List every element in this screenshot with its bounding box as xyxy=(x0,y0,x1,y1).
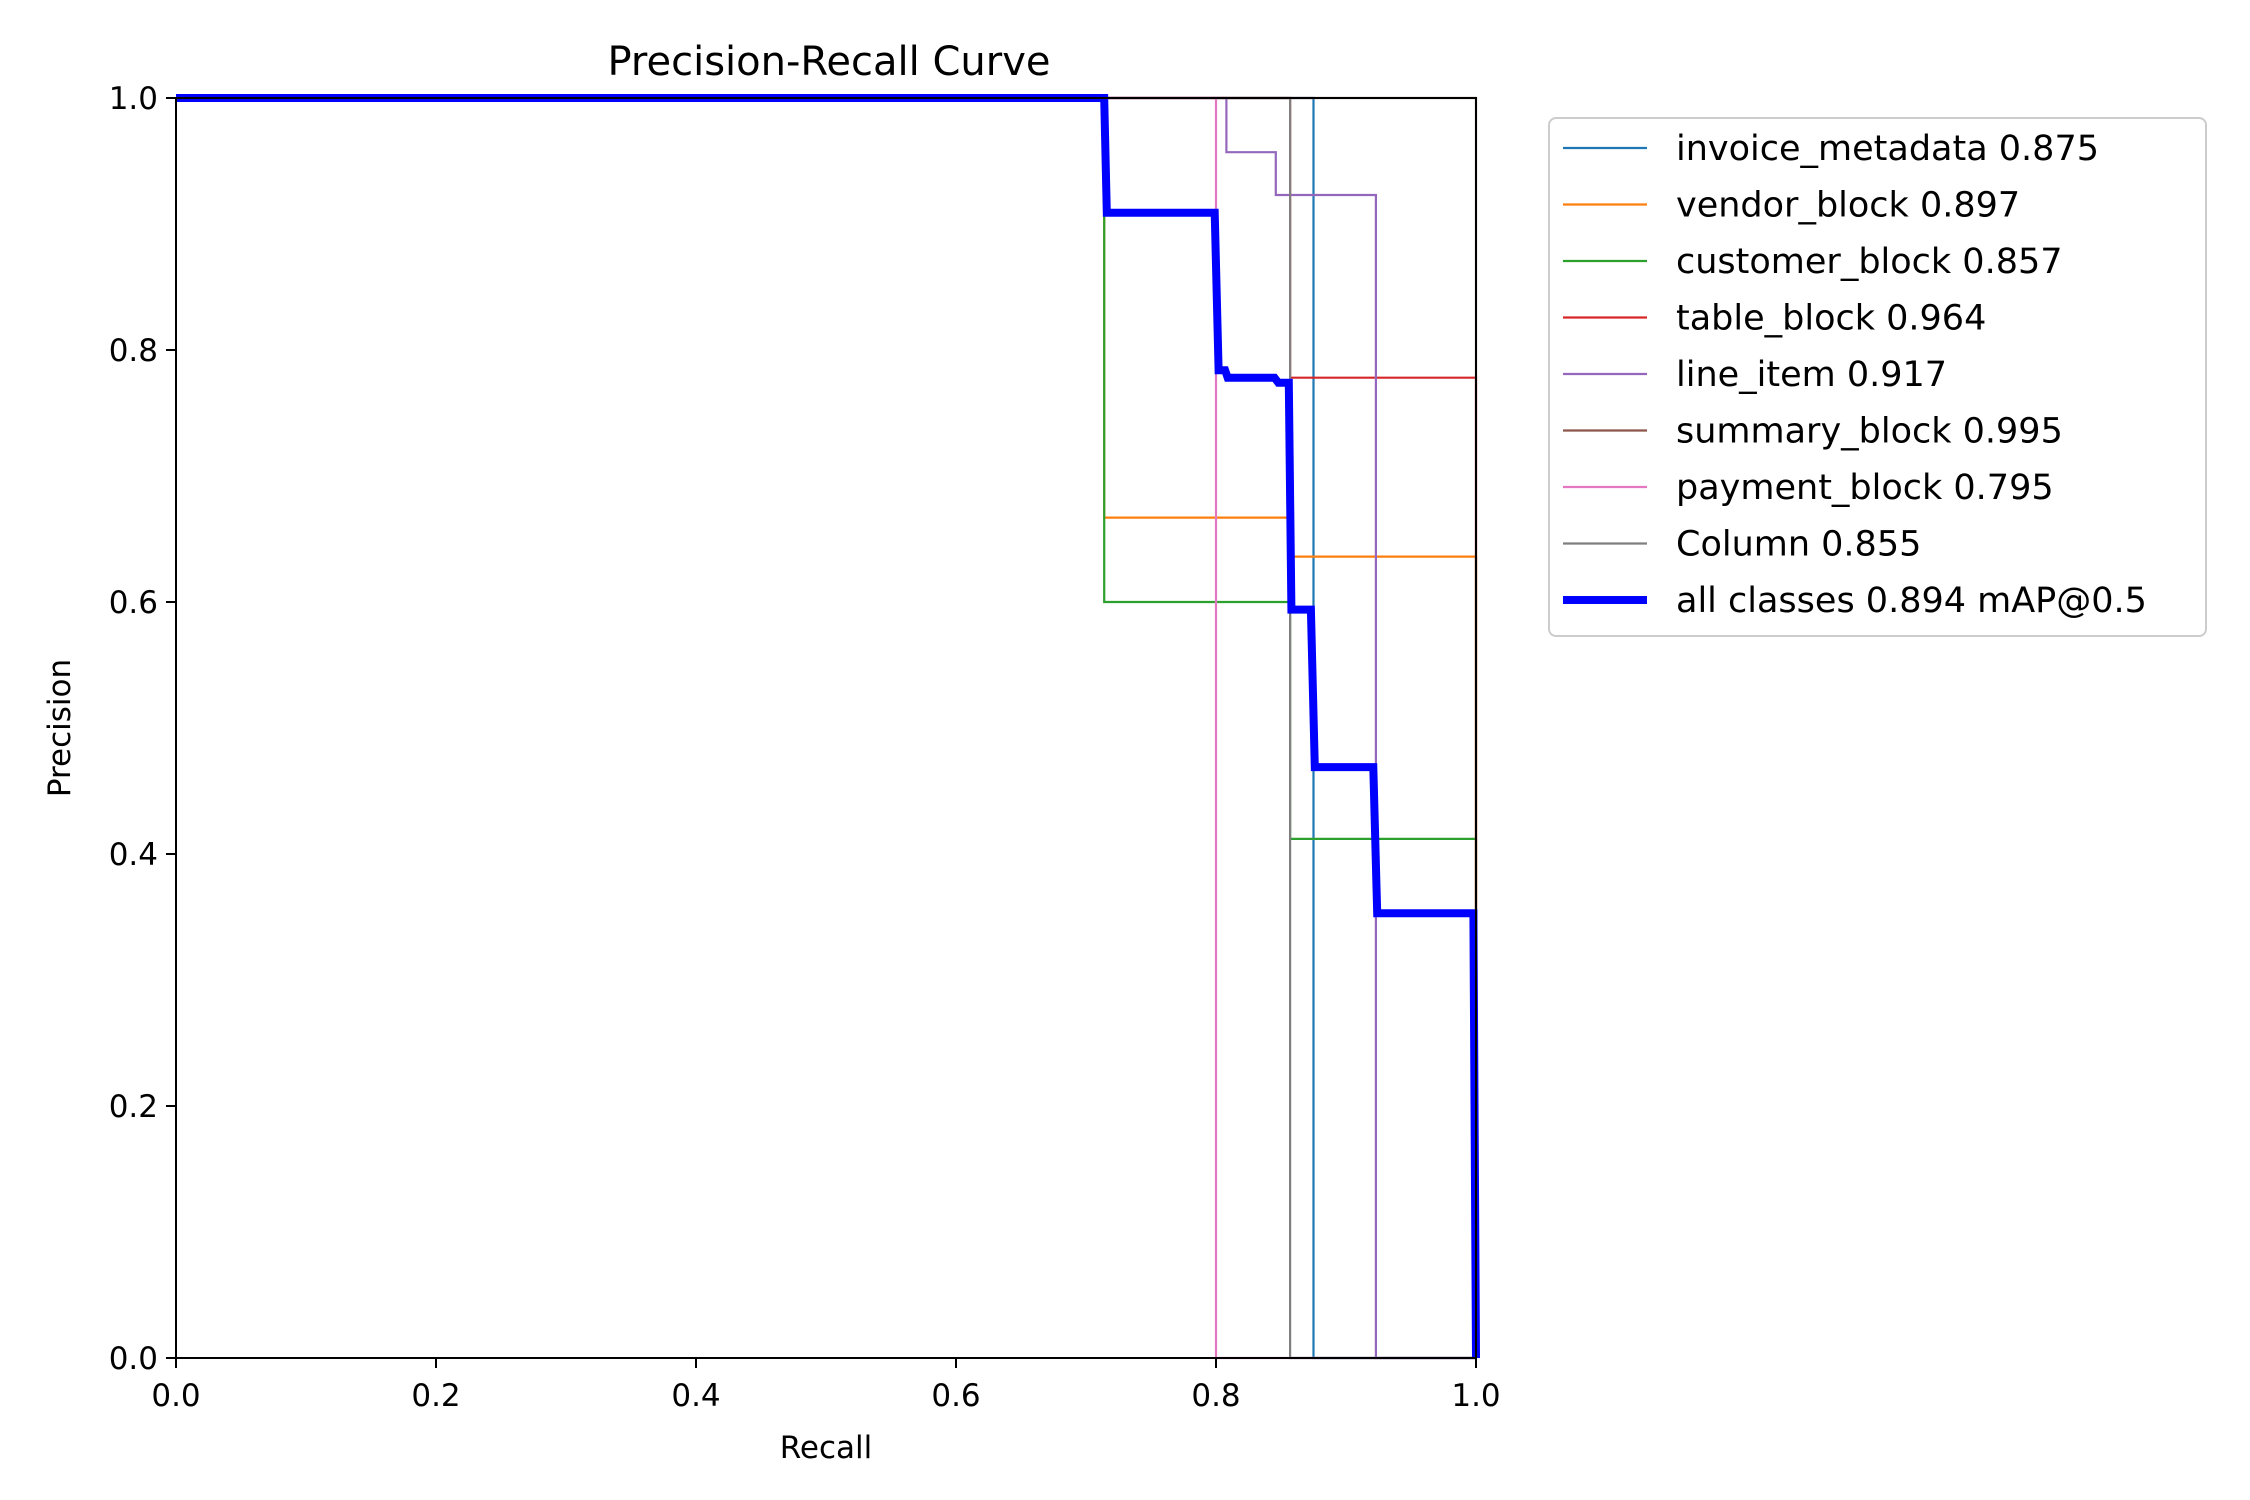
y-axis-label: Precision xyxy=(42,659,78,797)
series-line-invoice-metadata xyxy=(176,96,1476,1360)
y-axis: 0.0 0.2 0.4 0.6 0.8 1.0 xyxy=(109,81,176,1377)
legend-label: payment_block 0.795 xyxy=(1676,468,2054,508)
legend-label: summary_block 0.995 xyxy=(1676,412,2063,452)
chart-title: Precision-Recall Curve xyxy=(608,39,1051,85)
x-axis-label: Recall xyxy=(780,1430,873,1466)
legend-box xyxy=(1548,117,2207,637)
series-line-summary-block xyxy=(176,96,1478,1358)
series-line-customer-block xyxy=(176,96,1478,1358)
x-axis: 0.0 0.2 0.4 0.6 0.8 1.0 xyxy=(151,1358,1501,1414)
x-tick-label: 0.8 xyxy=(1191,1378,1240,1414)
series-line-vendor-block xyxy=(176,96,1478,1358)
y-tick-label: 0.2 xyxy=(109,1089,158,1125)
series-line-table-block xyxy=(176,96,1478,1358)
y-tick-label: 0.8 xyxy=(109,333,158,369)
series-line-line-item xyxy=(176,96,1476,1360)
plot-frame xyxy=(175,97,1477,1359)
legend-label: Column 0.855 xyxy=(1676,525,1921,565)
x-tick-label: 0.6 xyxy=(931,1378,980,1414)
y-tick-label: 1.0 xyxy=(109,81,158,117)
legend-items: invoice_metadata 0.875 vendor_block 0.897… xyxy=(1563,129,2147,621)
y-tick-label: 0.6 xyxy=(109,585,158,621)
legend-label: invoice_metadata 0.875 xyxy=(1676,129,2099,169)
series-line-all-all xyxy=(176,94,1480,1359)
series-line-payment-block xyxy=(176,96,1476,1360)
y-tick-label: 0.4 xyxy=(109,837,158,873)
legend-label: table_block 0.964 xyxy=(1676,299,1986,339)
legend-label: vendor_block 0.897 xyxy=(1676,186,2020,226)
legend-label: all classes 0.894 mAP@0.5 xyxy=(1676,581,2147,621)
y-tick-label: 0.0 xyxy=(109,1341,158,1377)
legend-label: line_item 0.917 xyxy=(1676,355,1947,395)
series-line-column xyxy=(176,96,1476,1360)
legend-label: customer_block 0.857 xyxy=(1676,242,2063,282)
x-tick-label: 0.0 xyxy=(151,1378,200,1414)
x-tick-label: 1.0 xyxy=(1451,1378,1500,1414)
legend: invoice_metadata 0.875 vendor_block 0.897… xyxy=(1548,117,2207,637)
x-tick-label: 0.2 xyxy=(411,1378,460,1414)
x-tick-label: 0.4 xyxy=(671,1378,720,1414)
series-layer xyxy=(176,94,1480,1360)
